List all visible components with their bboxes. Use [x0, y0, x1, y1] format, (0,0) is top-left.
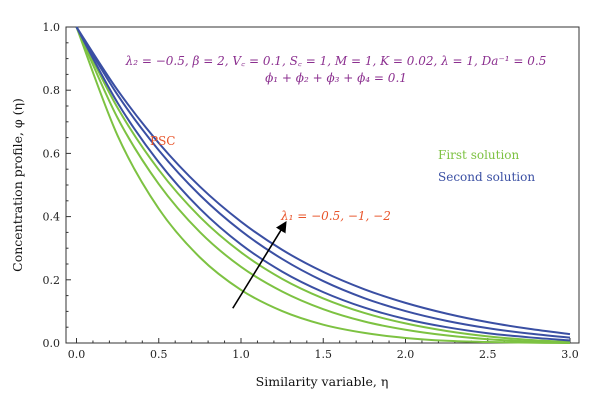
series-line-5	[75, 26, 571, 339]
x-tick-label: 3.0	[561, 348, 579, 361]
psc-label: PSC	[150, 134, 175, 148]
y-axis-label: Concentration profile, φ (η)	[10, 98, 25, 272]
y-tick-label: 0.8	[43, 84, 61, 97]
x-axis-label: Similarity variable, η	[256, 374, 389, 389]
lambda1-annotation: λ₁ = −0.5, −1, −2	[280, 209, 391, 223]
x-axis-ticks: 0.0 0.5 1.0 1.5 2.0 2.5 3.0	[68, 338, 579, 361]
series-line-2	[75, 26, 571, 344]
y-tick-label: 1.0	[43, 21, 61, 34]
legend-second-solution: Second solution	[438, 170, 535, 184]
x-tick-label: 2.5	[479, 348, 497, 361]
series-lines	[75, 26, 571, 344]
series-line-1	[75, 26, 571, 344]
y-tick-label: 0.2	[43, 274, 61, 287]
x-tick-label: 0.5	[150, 348, 168, 361]
parameters-annotation: λ₂ = −0.5, β = 2, V꜀ = 0.1, S꜀ = 1, M = …	[125, 54, 547, 68]
legend-first-solution: First solution	[438, 148, 520, 162]
y-tick-label: 0.4	[43, 211, 61, 224]
y-axis-ticks: 0.0 0.2 0.4 0.6 0.8 1.0	[43, 21, 71, 350]
x-tick-label: 2.0	[397, 348, 415, 361]
x-tick-label: 0.0	[68, 348, 86, 361]
series-line-3	[75, 26, 571, 344]
x-tick-label: 1.5	[315, 348, 333, 361]
y-tick-label: 0.0	[43, 337, 61, 350]
series-line-6	[75, 26, 571, 336]
x-tick-label: 1.0	[232, 348, 250, 361]
series-line-4	[75, 26, 571, 342]
trend-arrow	[232, 221, 287, 309]
volume-fraction-annotation: ϕ₁ + ϕ₂ + ϕ₃ + ϕ₄ = 0.1	[265, 71, 407, 85]
y-tick-label: 0.6	[43, 147, 61, 160]
